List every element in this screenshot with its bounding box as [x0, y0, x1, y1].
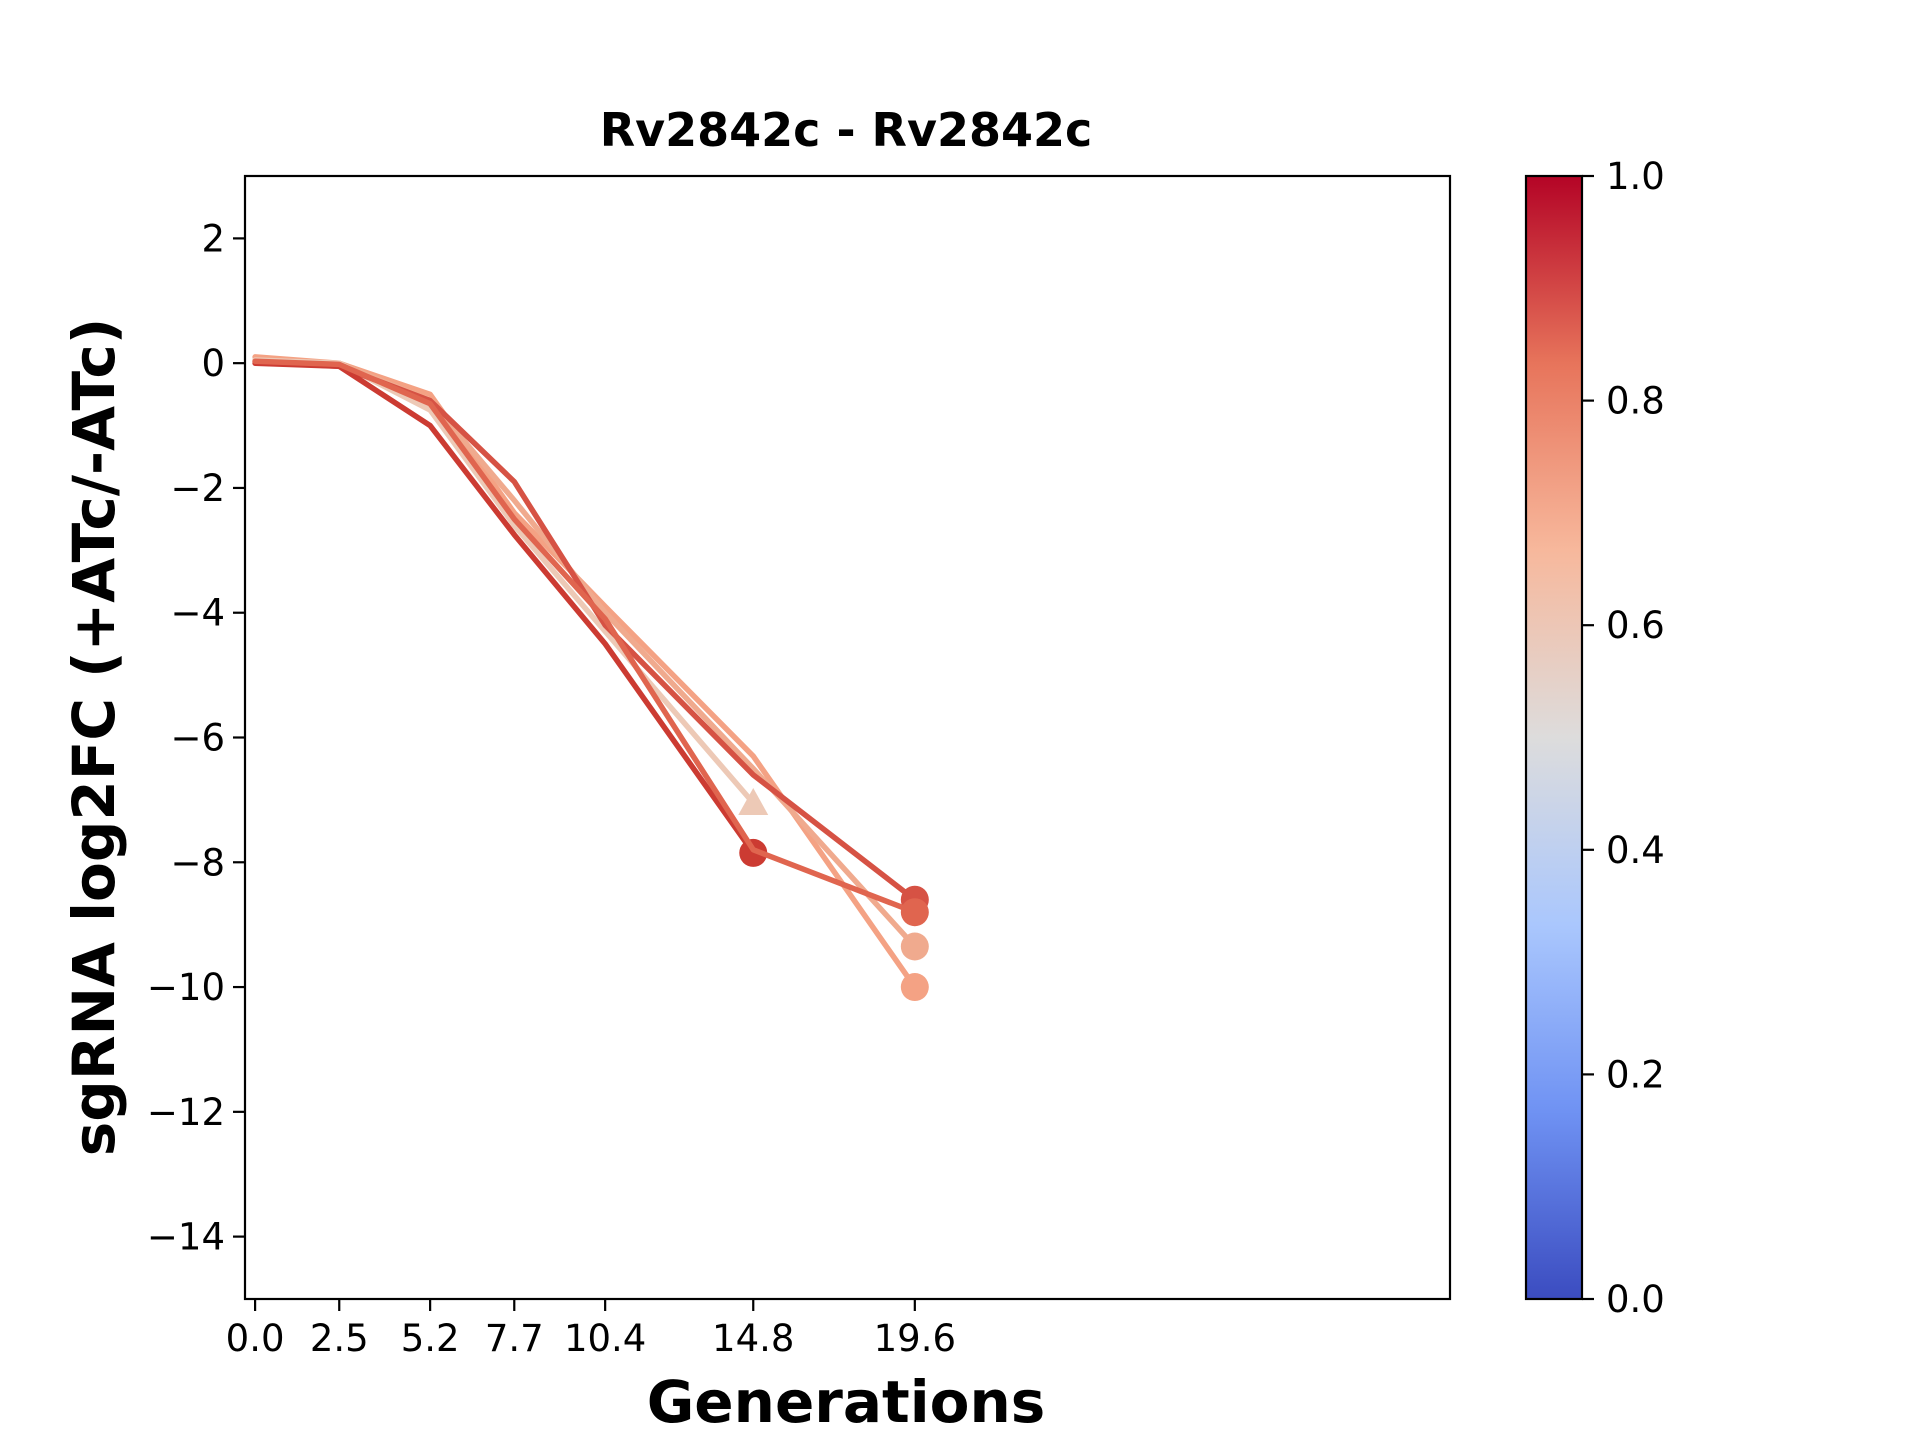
x-tick-label: 19.6: [874, 1317, 956, 1360]
series-line-1: [252, 354, 918, 990]
series-end-marker-5: [739, 838, 768, 867]
y-tick-label: 2: [201, 217, 225, 260]
colorbar-tick-label: 0.2: [1606, 1053, 1665, 1096]
series-line-4: [252, 359, 918, 903]
x-tick-label: 5.2: [401, 1317, 460, 1360]
colorbar-tick-label: 1.0: [1606, 155, 1665, 198]
series-end-marker-6: [900, 898, 929, 927]
y-tick-label: 0: [201, 342, 225, 385]
x-tick-label: 2.5: [310, 1317, 369, 1360]
colorbar-tick-label: 0.0: [1606, 1278, 1665, 1321]
y-tick-label: −6: [170, 717, 225, 760]
x-axis-ticks: 0.0 2.5 5.2 7.7 10.4 14.8 19.6: [226, 1299, 956, 1360]
y-tick-label: −2: [170, 467, 225, 510]
series-line-6: [252, 358, 918, 915]
series-line-5: [252, 360, 757, 856]
colorbar-ticks: 0.0 0.2 0.4 0.6 0.8 1.0: [1582, 155, 1665, 1321]
y-tick-label: −12: [147, 1091, 225, 1134]
series-line-2: [252, 357, 918, 950]
colorbar-tick-label: 0.8: [1606, 380, 1665, 423]
x-tick-label: 10.4: [564, 1317, 646, 1360]
plot-area-frame: [243, 174, 1452, 1301]
colorbar-tick-label: 0.4: [1606, 829, 1665, 872]
x-tick-label: 7.7: [485, 1317, 544, 1360]
colorbar: [1524, 174, 1584, 1301]
y-tick-label: −14: [147, 1216, 225, 1259]
y-axis-ticks: 2 0 −2 −4 −6 −8 −10 −12 −14: [147, 217, 245, 1259]
series-end-marker-3: [738, 788, 769, 816]
x-tick-label: 0.0: [226, 1317, 285, 1360]
y-axis-label: sgRNA log2FC (+ATc/-ATc): [60, 318, 128, 1156]
series-end-marker-2: [900, 932, 929, 961]
y-tick-label: −4: [170, 592, 225, 635]
plot-series: [252, 354, 929, 1002]
y-tick-label: −10: [147, 966, 225, 1009]
y-tick-label: −8: [170, 841, 225, 884]
series-end-marker-1: [900, 973, 929, 1002]
chart-title: Rv2842c - Rv2842c: [600, 103, 1093, 157]
x-tick-label: 14.8: [712, 1317, 794, 1360]
x-axis-label: Generations: [647, 1368, 1046, 1436]
colorbar-tick-label: 0.6: [1606, 604, 1665, 647]
